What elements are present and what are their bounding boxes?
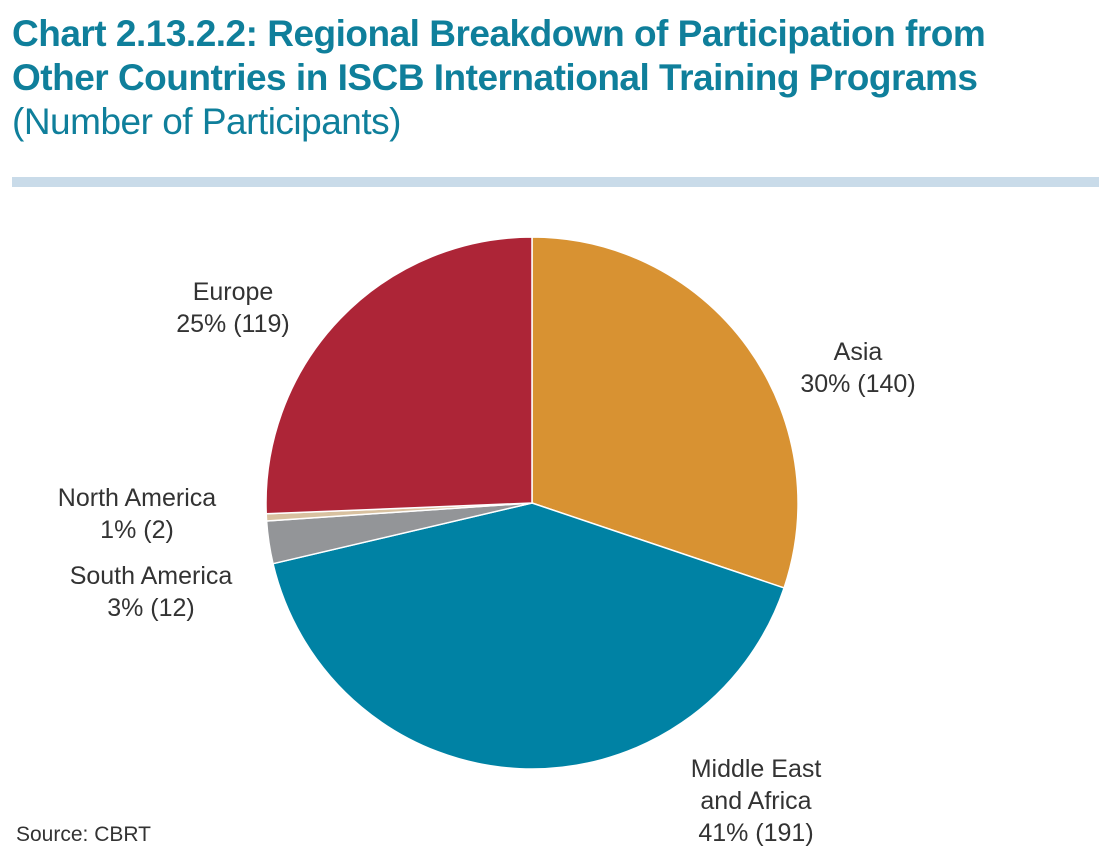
slice-name-asia: Asia — [833, 338, 883, 366]
slice-value-north-america: 1% (2) — [100, 516, 174, 544]
chart-title-line-2: Other Countries in ISCB International Tr… — [12, 57, 978, 98]
slice-name-south-america: South America — [69, 562, 233, 590]
slice-label-north-america: North America 1% (2) — [58, 482, 216, 546]
slice-name-middle-east-africa-line-1: Middle East — [690, 755, 822, 783]
pie-slice-asia — [531, 236, 799, 589]
chart-title-line-1: Chart 2.13.2.2: Regional Breakdown of Pa… — [12, 13, 986, 54]
chart-subtitle: (Number of Participants) — [12, 101, 401, 142]
slice-label-south-america: South America 3% (12) — [70, 560, 233, 624]
pie-slice-europe — [265, 236, 533, 515]
source-note: Source: CBRT — [16, 823, 151, 846]
title-divider — [12, 177, 1099, 187]
pie-slice-middle-east-and-africa — [272, 502, 785, 770]
slice-label-middle-east-africa: Middle East and Africa 41% (191) — [691, 753, 822, 849]
slice-value-middle-east-africa: 41% (191) — [698, 819, 814, 847]
slice-label-asia: Asia 30% (140) — [800, 336, 915, 400]
slice-name-middle-east-africa-line-2: and Africa — [700, 787, 812, 815]
slice-value-asia: 30% (140) — [800, 370, 916, 398]
chart-title-block: Chart 2.13.2.2: Regional Breakdown of Pa… — [12, 12, 1092, 144]
slice-value-europe: 25% (119) — [176, 310, 290, 338]
slice-value-south-america: 3% (12) — [107, 594, 195, 622]
slice-name-north-america: North America — [57, 484, 217, 512]
slice-name-europe: Europe — [192, 278, 274, 306]
slice-label-europe: Europe 25% (119) — [176, 276, 290, 340]
